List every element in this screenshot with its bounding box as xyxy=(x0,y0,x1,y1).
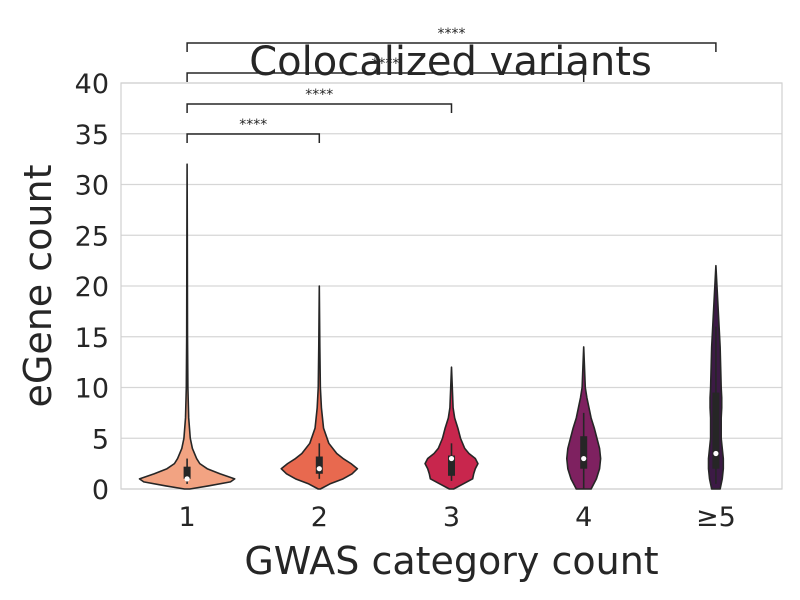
chart-title: Colocalized variants xyxy=(249,39,652,85)
x-axis-title: GWAS category count xyxy=(244,539,658,583)
significance-bracket: **** xyxy=(186,26,717,52)
x-tick-label: 4 xyxy=(575,502,592,533)
x-tick-labels: 1 2 3 4 ≥5 xyxy=(179,502,736,533)
violin-median-dot xyxy=(448,455,455,462)
violin-iqr-box xyxy=(448,455,455,476)
y-tick-label: 15 xyxy=(75,323,109,354)
violins xyxy=(138,163,725,490)
violin xyxy=(707,264,725,490)
violin-iqr-box xyxy=(183,466,191,479)
bracket-line xyxy=(186,72,585,82)
significance-brackets: **** **** **** **** xyxy=(186,26,717,143)
y-tick-labels: 0 5 10 15 20 25 30 35 40 xyxy=(75,69,109,506)
bracket-line xyxy=(186,133,321,143)
x-tick-label: 2 xyxy=(311,502,328,533)
violin-median-dot xyxy=(713,450,719,457)
violin-median-dot xyxy=(581,455,587,462)
y-tick-label: 10 xyxy=(75,374,109,405)
significance-label: **** xyxy=(438,26,466,42)
violin xyxy=(280,285,359,490)
violin-body xyxy=(138,163,236,490)
significance-bracket: **** xyxy=(186,87,453,113)
y-tick-label: 20 xyxy=(75,272,109,303)
violin xyxy=(138,163,236,490)
violin-iqr-box xyxy=(712,392,720,469)
x-tick-label: 3 xyxy=(443,502,460,533)
significance-label: **** xyxy=(239,117,267,133)
violin-median-dot xyxy=(184,476,190,482)
y-axis-title: eGene count xyxy=(16,165,60,408)
y-tick-label: 25 xyxy=(75,221,109,252)
significance-label: **** xyxy=(371,56,399,72)
violin xyxy=(565,346,602,490)
y-tick-label: 35 xyxy=(75,120,109,151)
violin-median-dot xyxy=(316,466,322,472)
x-tick-label: ≥5 xyxy=(696,502,736,533)
violin-body xyxy=(424,366,479,490)
y-tick-label: 40 xyxy=(75,69,109,100)
x-tick-label: 1 xyxy=(179,502,196,533)
significance-bracket: **** xyxy=(186,56,585,82)
bracket-line xyxy=(186,42,717,52)
significance-bracket: **** xyxy=(186,117,321,143)
violin-iqr-box xyxy=(315,456,323,474)
y-tick-label: 0 xyxy=(92,475,109,506)
violin-iqr-box xyxy=(580,436,588,469)
violin xyxy=(424,366,479,490)
bracket-line xyxy=(186,103,453,113)
significance-label: **** xyxy=(305,87,333,103)
y-tick-label: 30 xyxy=(75,171,109,202)
y-tick-label: 5 xyxy=(92,424,109,455)
violin-body xyxy=(280,285,359,490)
